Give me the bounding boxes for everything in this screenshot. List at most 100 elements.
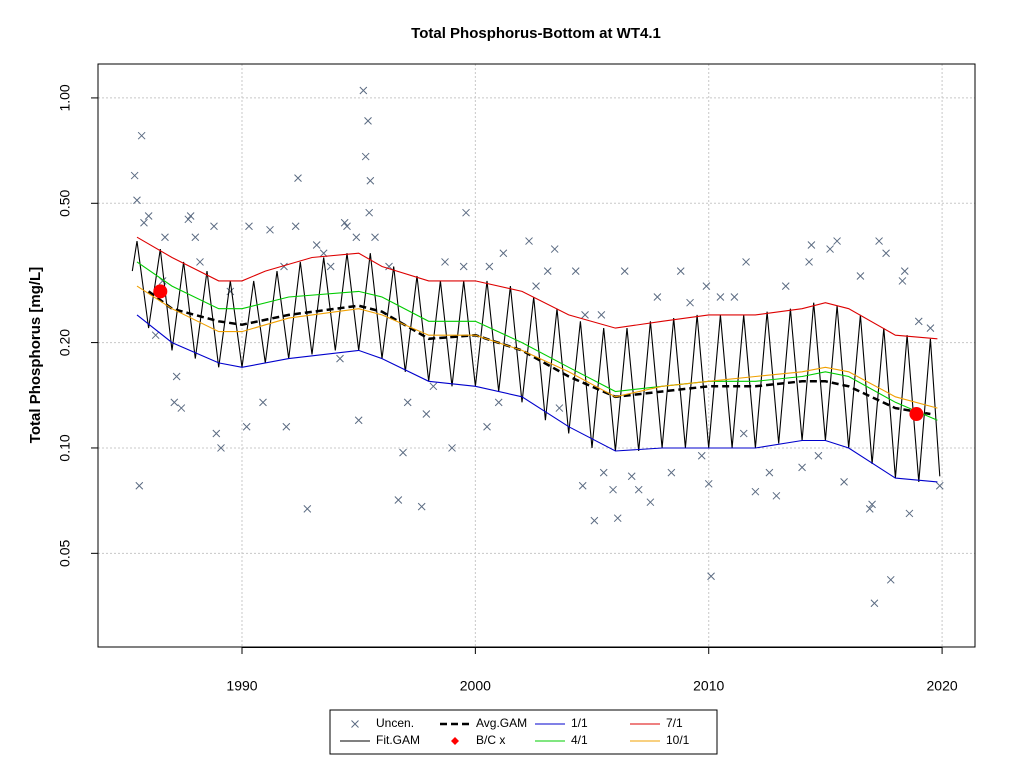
data-point xyxy=(807,241,816,249)
data-point xyxy=(366,176,375,185)
y-axis-label: Total Phosphorus [mg/L] xyxy=(27,267,44,443)
y-tick-label: 0.05 xyxy=(57,539,73,566)
data-point xyxy=(186,212,195,220)
data-point xyxy=(294,174,302,182)
data-point xyxy=(914,317,923,326)
data-point xyxy=(499,249,508,258)
data-point xyxy=(429,382,438,391)
data-point xyxy=(266,225,274,234)
data-point xyxy=(898,277,907,285)
data-point xyxy=(352,233,361,242)
data-point xyxy=(217,444,225,452)
data-point xyxy=(303,504,312,513)
data-point xyxy=(833,237,841,245)
data-point xyxy=(882,249,890,258)
x-tick-label: 1990 xyxy=(226,678,257,694)
data-point xyxy=(210,222,218,231)
data-point xyxy=(422,410,431,418)
chart-title: Total Phosphorus-Bottom at WT4.1 xyxy=(411,25,661,42)
legend-label: 1/1 xyxy=(571,716,588,730)
data-point xyxy=(177,404,186,412)
data-point xyxy=(590,516,599,525)
data-point xyxy=(361,152,370,161)
data-point xyxy=(441,258,449,266)
data-point xyxy=(555,404,564,412)
legend-item: 4/1 xyxy=(535,733,588,747)
data-point xyxy=(875,237,883,245)
data-point xyxy=(781,282,790,290)
legend-item: Avg.GAM xyxy=(440,716,527,730)
y-tick-label: 0.50 xyxy=(57,189,73,216)
data-point xyxy=(704,479,713,488)
data-point xyxy=(935,481,944,490)
data-point xyxy=(609,485,617,494)
legend-item: 10/1 xyxy=(630,733,690,747)
legend-label: 10/1 xyxy=(666,733,690,747)
data-point xyxy=(184,215,193,224)
data-point xyxy=(371,233,379,242)
legend-box xyxy=(329,709,718,755)
data-point xyxy=(364,116,372,125)
legend: Uncen. Fit.GAM Avg.GAM B/C x 1/1 4/1 7/1 10/1 xyxy=(340,716,690,747)
x-tick-label: 2000 xyxy=(460,678,491,694)
series-line xyxy=(136,285,938,409)
data-point xyxy=(137,131,146,140)
data-point xyxy=(459,262,468,271)
data-point xyxy=(868,500,876,509)
data-point xyxy=(354,416,363,425)
data-point xyxy=(525,237,533,245)
data-point xyxy=(282,422,291,431)
data-point xyxy=(716,293,725,301)
data-point xyxy=(581,311,589,319)
data-point xyxy=(865,504,874,513)
data-point xyxy=(135,481,144,490)
y-tick-label: 0.10 xyxy=(57,434,73,461)
data-point xyxy=(403,398,412,407)
series-line xyxy=(136,314,938,483)
grid xyxy=(98,64,975,647)
data-point xyxy=(597,311,606,319)
data-point xyxy=(326,262,335,271)
data-point xyxy=(627,472,636,481)
data-point xyxy=(926,324,935,332)
data-point xyxy=(620,267,629,275)
data-point xyxy=(212,429,221,438)
data-point xyxy=(772,491,781,500)
legend-label: 4/1 xyxy=(571,733,588,747)
data-point xyxy=(151,331,160,340)
data-point xyxy=(280,262,288,271)
data-point xyxy=(259,398,267,407)
data-point xyxy=(485,262,494,271)
data-point xyxy=(385,262,393,271)
plot-area xyxy=(130,86,944,608)
data-point xyxy=(578,481,587,490)
data-point xyxy=(826,245,834,253)
data-point xyxy=(365,208,374,217)
legend-item: 1/1 xyxy=(535,716,588,730)
legend-item: Uncen. xyxy=(351,716,414,730)
data-point xyxy=(905,509,914,518)
data-point xyxy=(312,241,321,249)
legend-label: B/C x xyxy=(476,733,505,747)
data-point xyxy=(483,422,491,431)
data-point xyxy=(399,448,407,457)
data-point xyxy=(765,468,774,477)
data-point xyxy=(840,478,848,486)
legend-item: 7/1 xyxy=(630,716,683,730)
x-tick-label: 2020 xyxy=(927,678,958,694)
data-point xyxy=(886,575,895,584)
legend-item: Fit.GAM xyxy=(340,733,420,747)
data-point xyxy=(242,422,251,431)
data-point xyxy=(798,463,806,472)
legend-label: Avg.GAM xyxy=(476,716,527,730)
y-tick-label: 1.00 xyxy=(57,84,73,111)
avg-line xyxy=(147,290,931,416)
data-point xyxy=(394,496,403,504)
data-point xyxy=(676,267,685,275)
data-point xyxy=(417,502,426,511)
series-line xyxy=(136,261,938,421)
data-point xyxy=(291,222,300,231)
data-point xyxy=(144,212,153,220)
